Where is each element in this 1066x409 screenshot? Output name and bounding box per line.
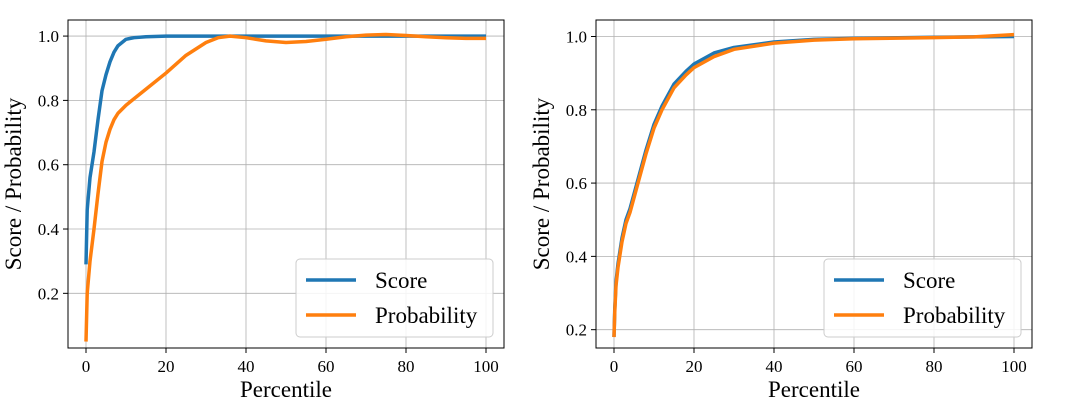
- x-tick-label: 20: [158, 357, 175, 376]
- x-tick-label: 40: [766, 357, 783, 376]
- x-tick-label: 100: [473, 357, 499, 376]
- x-axis-label: Percentile: [240, 377, 332, 402]
- legend-label-score: Score: [375, 268, 427, 293]
- y-tick-label: 0.8: [38, 91, 59, 110]
- legend-label-score: Score: [903, 268, 955, 293]
- y-axis-label: Score / Probability: [1, 97, 26, 270]
- x-tick-label: 0: [610, 357, 619, 376]
- x-tick-label: 20: [686, 357, 703, 376]
- y-axis-label: Score / Probability: [529, 97, 554, 270]
- series-line-probability: [84, 32, 486, 342]
- x-tick-label: 80: [398, 357, 415, 376]
- x-tick-label: 100: [1001, 357, 1027, 376]
- y-tick-label: 0.6: [566, 174, 587, 193]
- x-tick-label: 40: [238, 357, 255, 376]
- x-tick-label: 60: [318, 357, 335, 376]
- y-tick-label: 0.6: [38, 156, 59, 175]
- series-line-score: [84, 34, 486, 265]
- y-tick-label: 0.2: [38, 284, 59, 303]
- legend-label-probability: Probability: [375, 303, 478, 328]
- left-chart: 0 20 40 60 80 100 0.2 0.4 0.6 0.8 1.0 Percentile Sco…: [1, 19, 505, 402]
- x-tick-label: 60: [846, 357, 863, 376]
- plot-frame: [595, 19, 1033, 349]
- y-tick-label: 1.0: [38, 27, 59, 46]
- y-tick-label: 0.4: [38, 220, 60, 239]
- plot-frame: [67, 19, 505, 349]
- right-chart: 0 20 40 60 80 100 0.2 0.4 0.6 0.8 1.0 Percentile Sco…: [529, 19, 1033, 402]
- y-tick-label: 1.0: [566, 27, 587, 46]
- legend: Score Probability: [295, 258, 494, 338]
- x-tick-label: 0: [82, 357, 91, 376]
- x-axis-label: Percentile: [768, 377, 860, 402]
- y-tick-label: 0.4: [566, 247, 588, 266]
- legend: Score Probability: [823, 258, 1022, 338]
- series-line-probability: [612, 32, 1015, 338]
- y-tick-label: 0.2: [566, 321, 587, 340]
- y-tick-label: 0.8: [566, 101, 587, 120]
- x-tick-label: 80: [926, 357, 943, 376]
- legend-label-probability: Probability: [903, 303, 1006, 328]
